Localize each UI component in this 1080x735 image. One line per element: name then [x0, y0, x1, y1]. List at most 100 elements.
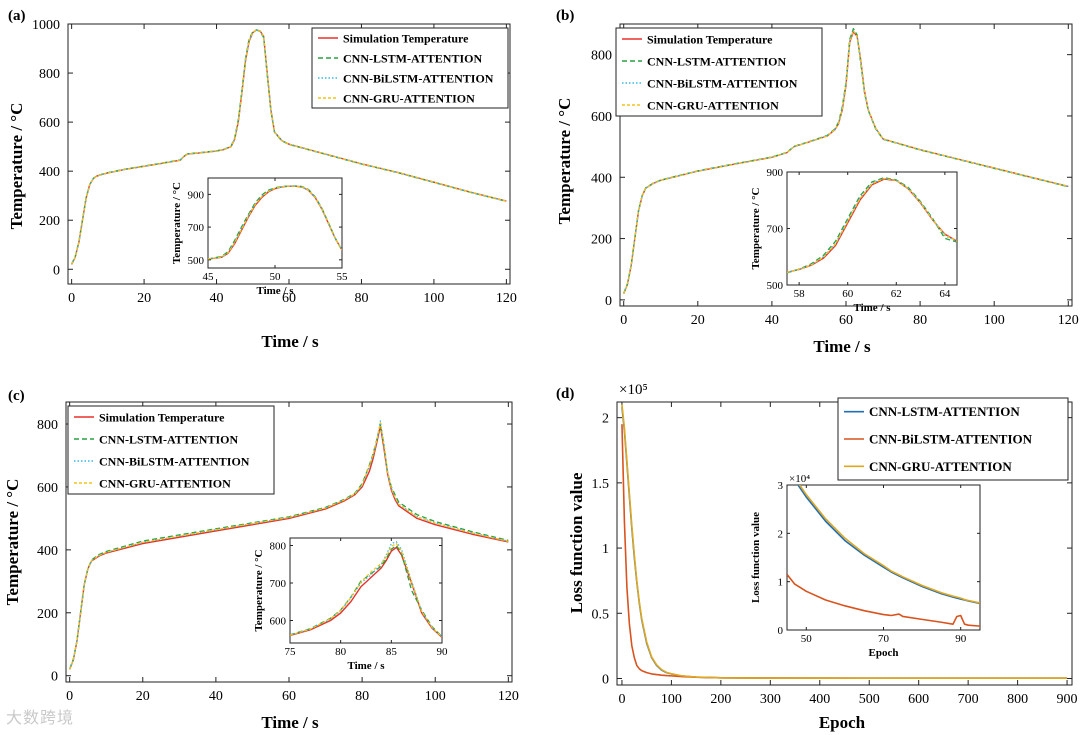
panel-label-a: (a) — [8, 8, 26, 24]
y-axis-label-d: Loss function value — [567, 472, 586, 613]
panel-c-xtick-label: 100 — [425, 689, 446, 704]
panel-a-ytick-label: 600 — [39, 116, 60, 131]
panel-d-xtick-label: 600 — [908, 692, 929, 707]
inset-a-series-cnn-bilstm-attention — [208, 185, 342, 260]
inset-c-series-cnn-lstm-attention — [290, 544, 442, 638]
inset-b-series-cnn-gru-attention — [787, 177, 957, 273]
panel-a-xtick-label: 40 — [210, 291, 224, 306]
inset-b-axes-frame — [786, 171, 958, 286]
x-axis-label-b: Time / s — [813, 337, 871, 356]
panel-c: 0 20 40 60 80 100 120 0 200 400 600 800 (c) Time / s T… — [3, 388, 519, 732]
panel-a-ytick-label: 800 — [39, 67, 60, 82]
inset-c-series-cnn-bilstm-attention — [290, 541, 442, 638]
y-axis-label-c: Temperature / °C — [3, 479, 22, 606]
inset-b-series-cnn-bilstm-attention — [787, 177, 957, 274]
panel-b-legend-entry: CNN-BiLSTM-ATTENTION — [647, 77, 798, 91]
x-axis-label-a: Time / s — [261, 332, 319, 351]
panel-d-xtick-label: 500 — [859, 692, 880, 707]
panel-c-xtick-label: 120 — [498, 689, 519, 704]
panel-a-ytick-label: 200 — [39, 214, 60, 229]
panel-a-xtick-label: 120 — [496, 291, 517, 306]
inset-d-series-cnn-gru-attention — [798, 485, 980, 604]
panel-a-ytick-label: 1000 — [32, 18, 60, 33]
inset-c-xtick-label: 90 — [437, 646, 449, 658]
panel-a-xtick-label: 100 — [423, 291, 444, 306]
panel-b: 0 20 40 60 80 100 120 0 200 400 600 800 (b) Time / s T… — [555, 8, 1079, 356]
inset-x-axis-label-c: Time / s — [347, 660, 385, 672]
inset-a-axes-frame — [207, 177, 343, 269]
inset-a-series-cnn-gru-attention — [208, 185, 342, 260]
panel-b-legend-box — [615, 27, 823, 117]
x-axis-label-d: Epoch — [819, 713, 866, 732]
inset-a-ytick-label: 900 — [188, 189, 205, 201]
panel-label-c: (c) — [8, 388, 25, 404]
panel-c-ytick-label: 200 — [37, 607, 58, 622]
panel-a-xtick-label: 20 — [137, 291, 151, 306]
inset-d-ytick-label: 2 — [778, 528, 784, 540]
panel-c-legend-entry: CNN-LSTM-ATTENTION — [99, 433, 238, 447]
inset-exponent-label-d: ×10⁴ — [789, 473, 810, 485]
panel-b-xtick-label: 40 — [765, 313, 779, 328]
panel-b-ytick-label: 200 — [591, 233, 612, 248]
panel-b-ytick-label: 600 — [591, 110, 612, 125]
inset-a-series-cnn-lstm-attention — [208, 185, 342, 260]
inset-d: 50 70 90 0 1 2 3 Epoch Loss function value ×10⁴ — [750, 473, 981, 659]
inset-c-ytick-label: 600 — [270, 616, 287, 628]
panel-label-d: (d) — [556, 386, 574, 402]
inset-y-axis-label-b: Temperature / °C — [750, 187, 762, 269]
panel-b-legend-entry: CNN-GRU-ATTENTION — [647, 99, 779, 113]
panel-d-xtick-label: 800 — [1007, 692, 1028, 707]
panel-a-ytick-label: 0 — [53, 263, 60, 278]
inset-d-xtick-label: 70 — [878, 633, 890, 645]
panel-a-series-cnn-gru-attention — [71, 29, 507, 265]
panel-a-legend-entry: Simulation Temperature — [343, 32, 469, 46]
panel-b-ytick-label: 800 — [591, 49, 612, 64]
inset-a-xtick-label: 45 — [203, 271, 215, 283]
inset-d-ytick-label: 1 — [778, 577, 784, 589]
panel-b-xtick-label: 80 — [913, 313, 927, 328]
inset-x-axis-label-d: Epoch — [869, 647, 899, 659]
panel-d-xtick-label: 200 — [710, 692, 731, 707]
panel-c-ytick-label: 800 — [37, 418, 58, 433]
inset-b-series-cnn-lstm-attention — [787, 176, 957, 274]
inset-d-series-cnn-lstm-attention — [797, 485, 980, 605]
inset-c-xtick-label: 80 — [335, 646, 347, 658]
y-axis-label-b: Temperature / °C — [555, 98, 574, 225]
inset-b-ytick-label: 900 — [767, 167, 784, 179]
exponent-label-d: ×10⁵ — [619, 382, 648, 398]
inset-d-xtick-label: 90 — [955, 633, 967, 645]
panel-c-xtick-label: 40 — [209, 689, 223, 704]
inset-a-xtick-label: 55 — [337, 271, 349, 283]
panel-c-legend-entry: CNN-GRU-ATTENTION — [99, 477, 231, 491]
panel-b-xtick-label: 0 — [620, 313, 627, 328]
inset-b-ytick-label: 500 — [767, 280, 784, 292]
panel-b-xtick-label: 120 — [1058, 313, 1079, 328]
panel-d-xtick-label: 300 — [760, 692, 781, 707]
panel-a-xtick-label: 80 — [354, 291, 368, 306]
inset-c-ytick-label: 700 — [270, 578, 287, 590]
inset-d-ytick-label: 3 — [778, 480, 784, 492]
inset-x-axis-label-b: Time / s — [853, 302, 891, 314]
panel-b-legend-entry: CNN-LSTM-ATTENTION — [647, 55, 786, 69]
panel-a-ytick-label: 400 — [39, 165, 60, 180]
inset-c-axes-frame — [289, 537, 443, 644]
inset-y-axis-label-c: Temperature / °C — [253, 549, 265, 631]
panel-c-xtick-label: 60 — [282, 689, 296, 704]
panel-d-ytick-label: 2 — [602, 412, 609, 427]
panel-a-xtick-label: 60 — [282, 291, 296, 306]
panel-d-xtick-label: 400 — [809, 692, 830, 707]
panel-d-ytick-label: 0.5 — [592, 607, 610, 622]
panel-a-legend-entry: CNN-LSTM-ATTENTION — [343, 52, 482, 66]
panel-a-xtick-label: 0 — [68, 291, 75, 306]
watermark: 大数跨境 — [6, 708, 75, 727]
inset-y-axis-label-d: Loss function value — [750, 512, 762, 603]
panel-b-ytick-label: 400 — [591, 171, 612, 186]
panel-d-legend-entry: CNN-BiLSTM-ATTENTION — [869, 432, 1033, 447]
panel-c-xtick-label: 20 — [136, 689, 150, 704]
inset-c-xtick-label: 85 — [386, 646, 398, 658]
x-axis-label-c: Time / s — [261, 713, 319, 732]
panel-d-series-cnn-gru-attention — [621, 404, 1068, 680]
panel-d-xtick-label: 0 — [618, 692, 625, 707]
panel-b-xtick-label: 100 — [984, 313, 1005, 328]
